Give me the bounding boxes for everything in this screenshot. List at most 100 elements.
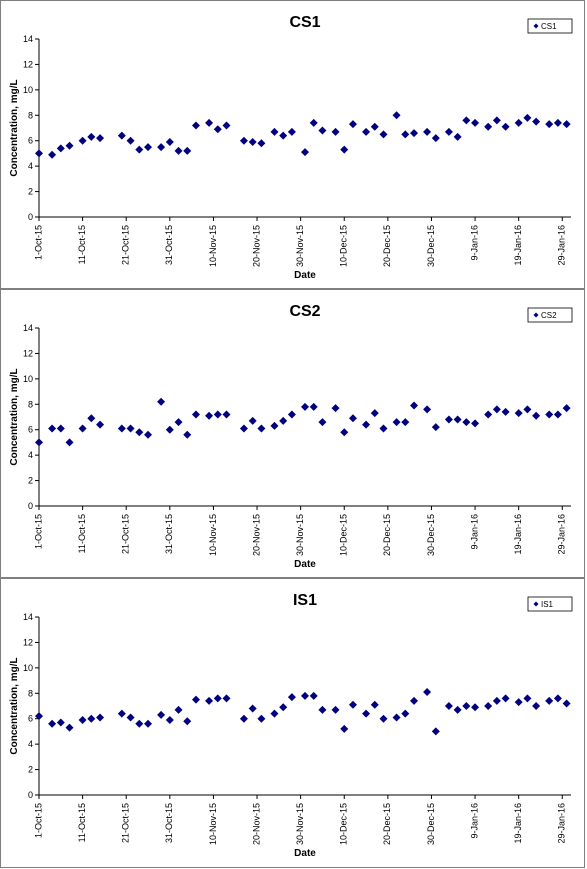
data-point xyxy=(144,143,153,152)
data-point xyxy=(165,715,174,724)
data-point xyxy=(48,719,57,728)
x-axis-title: Date xyxy=(294,848,316,859)
x-tick-label: 19-Jan-16 xyxy=(513,803,523,844)
data-point xyxy=(501,694,510,703)
data-point xyxy=(348,700,357,709)
legend-box xyxy=(527,307,573,323)
data-point xyxy=(191,121,200,130)
data-point xyxy=(545,696,554,705)
data-point xyxy=(410,401,419,410)
chart-title: IS1 xyxy=(293,592,317,609)
x-tick-label: 30-Nov-15 xyxy=(295,803,305,845)
x-tick-label: 30-Nov-15 xyxy=(295,514,305,556)
data-point xyxy=(392,713,401,722)
data-point xyxy=(65,723,74,732)
data-point xyxy=(444,702,453,710)
data-point xyxy=(523,694,532,703)
data-point xyxy=(157,710,166,719)
data-point xyxy=(301,148,309,157)
data-point xyxy=(183,430,192,439)
legend-box xyxy=(527,596,573,612)
data-point xyxy=(348,414,357,423)
data-point xyxy=(523,405,532,414)
y-tick-label: 10 xyxy=(23,374,33,384)
y-tick-label: 4 xyxy=(28,450,33,460)
y-tick-label: 10 xyxy=(23,85,33,95)
legend-marker xyxy=(533,23,539,29)
data-point xyxy=(331,705,340,714)
x-tick-label: 10-Dec-15 xyxy=(339,803,349,845)
x-tick-label: 31-Oct-15 xyxy=(164,514,174,554)
data-point xyxy=(205,118,214,127)
data-point xyxy=(35,149,43,158)
data-point xyxy=(471,703,480,712)
data-point xyxy=(191,695,200,704)
data-point xyxy=(222,694,231,703)
y-tick-label: 2 xyxy=(28,476,33,486)
data-point xyxy=(301,402,309,411)
y-tick-label: 6 xyxy=(28,425,33,435)
legend-label: CS2 xyxy=(541,311,557,320)
data-point xyxy=(484,122,493,131)
x-tick-label: 30-Nov-15 xyxy=(295,225,305,267)
data-point xyxy=(401,709,410,718)
data-point xyxy=(318,705,327,714)
y-tick-label: 2 xyxy=(28,765,33,775)
x-tick-label: 10-Nov-15 xyxy=(208,514,218,556)
data-point xyxy=(444,415,453,424)
data-point xyxy=(35,438,43,447)
data-point xyxy=(331,127,340,136)
chart-title: CS1 xyxy=(289,14,320,31)
y-tick-label: 4 xyxy=(28,161,33,171)
data-point xyxy=(318,126,327,135)
data-point xyxy=(492,696,501,705)
x-tick-label: 10-Dec-15 xyxy=(339,514,349,556)
data-point xyxy=(78,424,87,433)
data-point xyxy=(78,136,87,145)
data-point xyxy=(165,137,174,146)
x-tick-label: 1-Oct-15 xyxy=(33,225,43,260)
data-point xyxy=(340,428,349,437)
data-point xyxy=(239,136,248,145)
x-tick-label: 20-Nov-15 xyxy=(251,514,261,556)
data-point xyxy=(453,132,462,141)
data-point xyxy=(453,415,462,424)
y-tick-label: 14 xyxy=(23,34,33,44)
x-tick-label: 29-Jan-16 xyxy=(557,514,567,555)
data-point xyxy=(117,709,126,718)
data-point xyxy=(174,146,183,155)
y-tick-label: 8 xyxy=(28,688,33,698)
data-point xyxy=(65,438,74,447)
data-point xyxy=(431,727,440,736)
data-point xyxy=(117,131,126,140)
y-tick-label: 0 xyxy=(28,501,33,511)
x-tick-label: 21-Oct-15 xyxy=(121,803,131,843)
chart-cs1: CS1 0 2 4 6 8 10 12 14 1-Oct-15 11-Oct-15 21-Oct-15… xyxy=(9,14,573,281)
data-point xyxy=(370,409,379,418)
data-point xyxy=(257,424,266,433)
x-tick-label: 20-Dec-15 xyxy=(382,803,392,845)
chart-cs2: CS2 0 2 4 6 8 10 12 14 1-Oct-15 11-Oct-15 21-Oct-15… xyxy=(9,303,573,570)
x-tick-label: 19-Jan-16 xyxy=(513,514,523,555)
data-point xyxy=(191,410,200,419)
data-point xyxy=(279,131,288,140)
data-point xyxy=(484,702,493,710)
data-point xyxy=(257,139,266,148)
data-point xyxy=(126,713,135,722)
data-point xyxy=(287,693,296,702)
data-point xyxy=(379,424,388,433)
x-axis-title: Date xyxy=(294,270,316,281)
data-point xyxy=(205,411,214,420)
x-tick-label: 11-Oct-15 xyxy=(77,803,87,842)
chart-title: CS2 xyxy=(289,303,320,320)
data-point xyxy=(87,714,96,723)
x-tick-label: 1-Oct-15 xyxy=(33,803,43,838)
data-point xyxy=(56,424,65,433)
data-point xyxy=(379,130,388,139)
legend-marker xyxy=(533,312,539,318)
data-point xyxy=(453,705,462,714)
legend-box xyxy=(527,18,573,34)
y-tick-label: 0 xyxy=(28,212,33,222)
data-point xyxy=(248,704,257,713)
chart-panel-cs2: CS2 0 2 4 6 8 10 12 14 1-Oct-15 11-Oct-15 21-Oct-15… xyxy=(0,289,585,578)
